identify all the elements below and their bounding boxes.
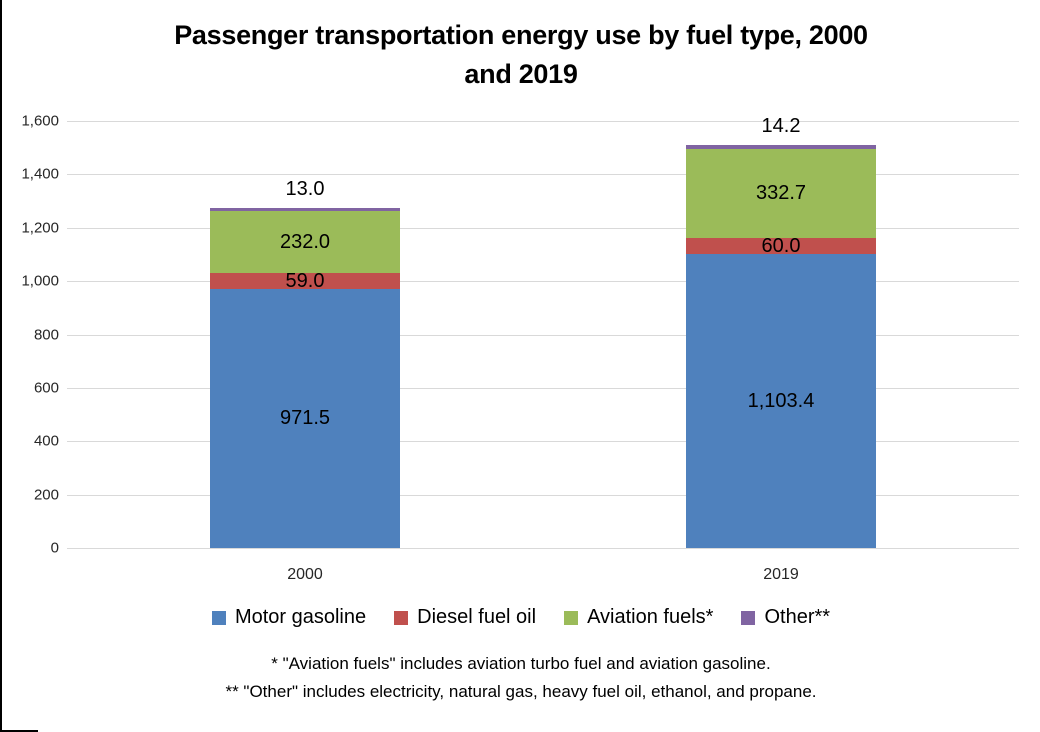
gridline-400	[67, 441, 1019, 443]
y-axis-tick-label: 200	[33, 486, 59, 504]
border-stub	[2, 730, 38, 732]
data-label: 59.0	[285, 269, 325, 292]
y-axis-tick-label: 600	[33, 379, 59, 397]
y-axis-tick-label: 0	[50, 539, 59, 557]
legend-label: Aviation fuels*	[587, 606, 714, 628]
legend-item-motor-gasoline: Motor gasoline	[211, 606, 367, 629]
data-label: 14.2	[761, 114, 801, 137]
gridline-200	[67, 494, 1019, 496]
bar-segment-aviation-fuels--2019	[686, 148, 876, 238]
legend-item-other--: Other**	[741, 606, 830, 629]
bar-segment-diesel-fuel-oil-2019	[686, 237, 876, 254]
gridline-600	[67, 387, 1019, 389]
y-axis-tick-label: 1,200	[21, 219, 59, 237]
y-axis-tick-label: 1,400	[21, 165, 59, 183]
footnote-other: ** "Other" includes electricity, natural…	[225, 682, 817, 702]
bar-segment-other---2019	[686, 144, 876, 149]
legend-swatch-icon	[741, 610, 756, 625]
data-label: 1,103.4	[747, 389, 815, 412]
bar-segment-other---2000	[210, 207, 400, 212]
category-label-2000: 2000	[287, 566, 323, 583]
data-label: 971.5	[279, 407, 331, 430]
bar-segment-diesel-fuel-oil-2000	[210, 273, 400, 289]
chart-title-line-1: Passenger transportation energy use by f…	[174, 20, 868, 50]
legend-swatch-icon	[564, 610, 579, 625]
y-axis-tick-label: 800	[33, 326, 59, 343]
legend-item-diesel-fuel-oil: Diesel fuel oil	[394, 606, 536, 629]
plot-area: 0 200 400 600 800 1,000 1,200 1,400 1,600 971.5 59…	[21, 113, 1019, 557]
data-label: 13.0	[285, 177, 325, 200]
bar-segment-motor-gasoline-2019	[686, 253, 876, 548]
y-axis-tick-label: 1,000	[21, 272, 59, 290]
footnote-aviation-fuels: * "Aviation fuels" includes aviation tur…	[271, 654, 771, 673]
legend-label: Motor gasoline	[234, 606, 367, 628]
footnotes: * "Aviation fuels" includes aviation tur…	[2, 650, 1040, 706]
gridline-1,200	[67, 227, 1019, 229]
data-label: 332.7	[755, 182, 807, 205]
chart-title-line-2: and 2019	[464, 59, 578, 90]
data-label: 60.0	[761, 234, 801, 257]
bar-segment-aviation-fuels--2000	[210, 211, 400, 273]
chart-title: Passenger transportation energy use by f…	[2, 16, 1040, 94]
legend-swatch-icon	[211, 610, 226, 625]
gridline-1,400	[67, 174, 1019, 176]
data-label: 232.0	[279, 231, 331, 254]
gridline-1,600	[67, 121, 1019, 122]
gridline-800	[67, 334, 1019, 336]
legend-swatch-icon	[394, 610, 409, 625]
legend: Motor gasoline Diesel fuel oil Aviation fu…	[2, 606, 1040, 629]
category-label-2019: 2019	[763, 566, 799, 583]
gridline-1,000	[67, 281, 1019, 283]
legend-item-aviation-fuels-: Aviation fuels*	[564, 606, 713, 629]
legend-label: Other**	[764, 606, 831, 628]
gridline-0	[67, 548, 1019, 549]
bar-segment-motor-gasoline-2000	[210, 288, 400, 548]
y-axis-tick-label: 400	[33, 432, 59, 450]
legend-label: Diesel fuel oil	[417, 606, 537, 628]
y-axis-tick-label: 1,600	[21, 112, 59, 130]
